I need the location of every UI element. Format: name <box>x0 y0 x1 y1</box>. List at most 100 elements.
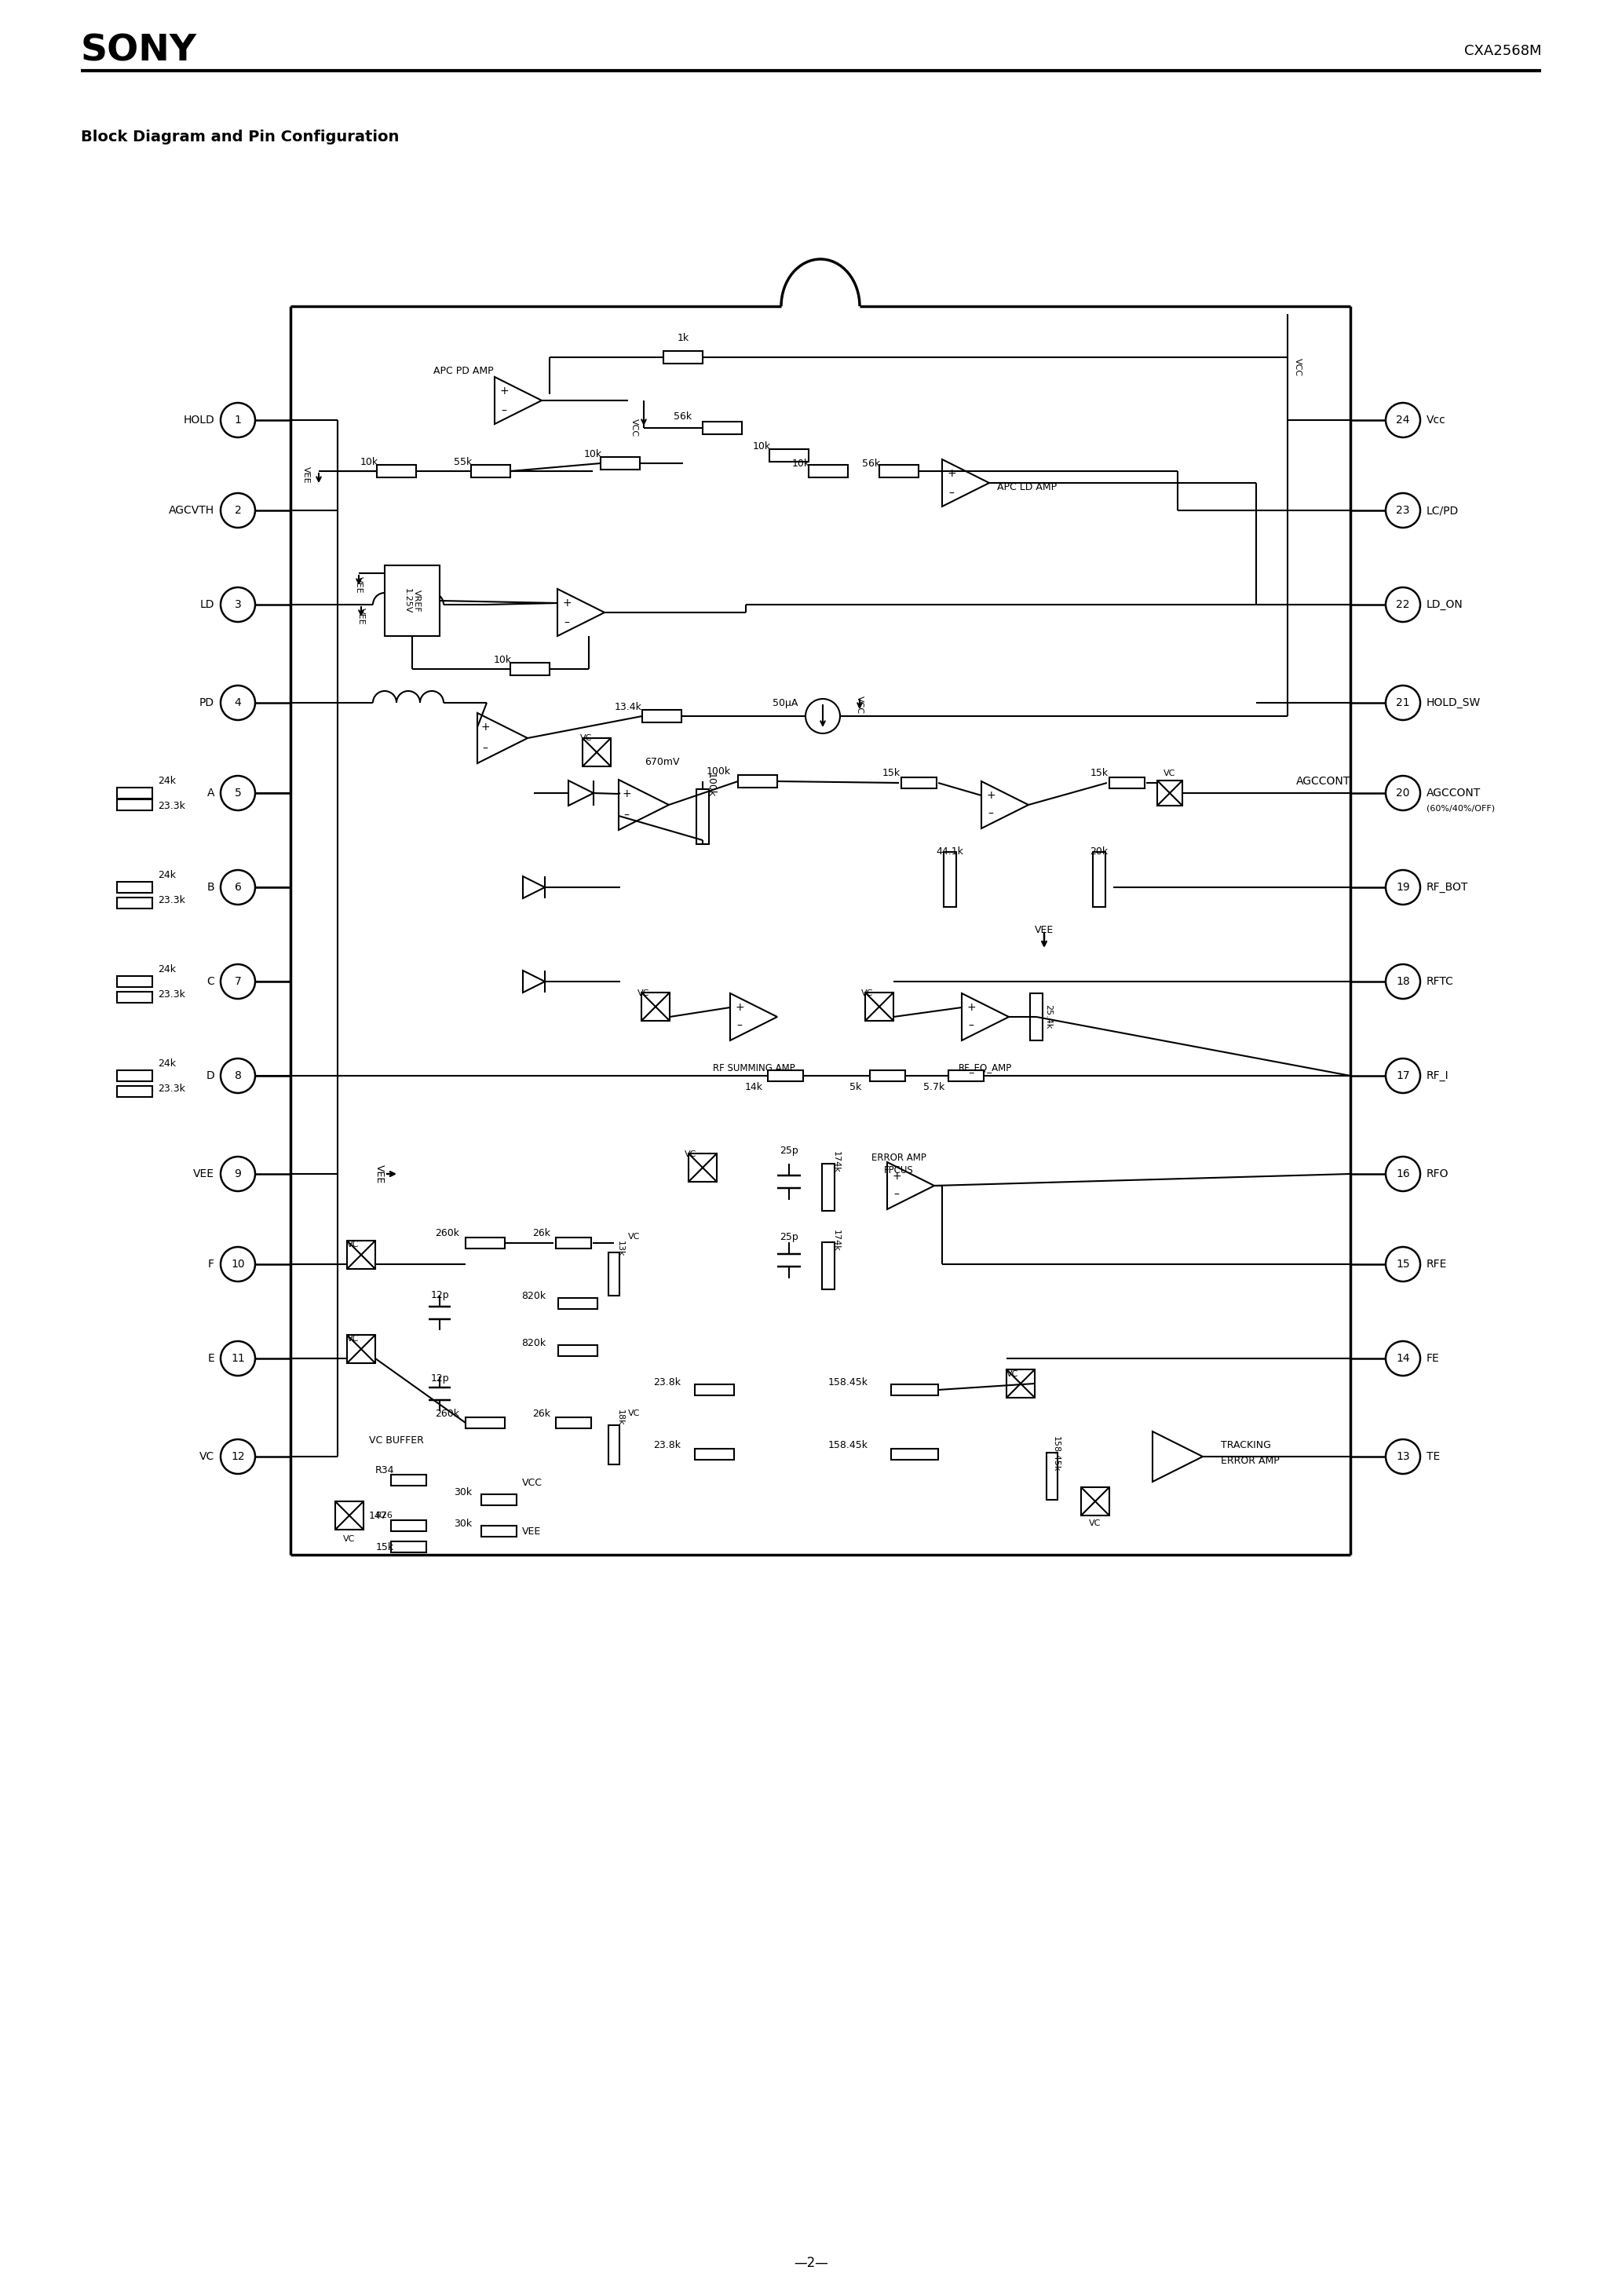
Text: Block Diagram and Pin Configuration: Block Diagram and Pin Configuration <box>81 131 399 145</box>
Circle shape <box>1385 1247 1421 1281</box>
Bar <box>1082 1488 1109 1515</box>
Text: VC: VC <box>861 990 874 996</box>
Circle shape <box>221 494 255 528</box>
Text: TRACKING: TRACKING <box>1221 1440 1272 1449</box>
Text: 23.3k: 23.3k <box>157 895 185 905</box>
Bar <box>641 992 670 1022</box>
Text: 56k: 56k <box>675 411 693 420</box>
Text: 23.3k: 23.3k <box>157 1084 185 1093</box>
Text: F: F <box>208 1258 214 1270</box>
Bar <box>347 1240 375 1270</box>
Circle shape <box>221 776 255 810</box>
Bar <box>642 709 681 723</box>
Text: 260k: 260k <box>435 1228 459 1238</box>
Bar <box>694 1384 735 1396</box>
Polygon shape <box>730 994 777 1040</box>
Text: –: – <box>949 489 954 501</box>
Bar <box>822 1242 835 1290</box>
Text: 20k: 20k <box>1090 847 1108 856</box>
Text: RFO: RFO <box>1426 1169 1448 1180</box>
Text: VC: VC <box>628 1233 641 1240</box>
Text: CXA2568M: CXA2568M <box>1463 44 1541 57</box>
Bar <box>944 852 957 907</box>
Circle shape <box>1385 1157 1421 1192</box>
Text: +: + <box>947 468 955 480</box>
Text: 12: 12 <box>230 1451 245 1463</box>
Bar <box>558 1297 597 1309</box>
Text: 10k: 10k <box>493 654 511 666</box>
Text: B: B <box>206 882 214 893</box>
Polygon shape <box>1153 1430 1204 1481</box>
Bar <box>608 1426 620 1465</box>
Bar <box>511 664 550 675</box>
Text: +: + <box>500 386 509 397</box>
Text: 56k: 56k <box>863 459 881 468</box>
Text: 25p: 25p <box>780 1146 798 1155</box>
Text: 10k: 10k <box>792 459 809 468</box>
Circle shape <box>1385 588 1421 622</box>
Bar <box>391 1541 427 1552</box>
Text: VEE: VEE <box>193 1169 214 1180</box>
Text: +: + <box>735 1001 744 1013</box>
Bar <box>869 1070 905 1081</box>
Text: VEE: VEE <box>375 1164 384 1182</box>
Text: SONY: SONY <box>81 34 196 69</box>
Circle shape <box>1385 494 1421 528</box>
Text: 13k: 13k <box>616 1240 624 1256</box>
Bar <box>555 1417 590 1428</box>
Text: +: + <box>892 1171 902 1182</box>
Text: 24: 24 <box>1397 416 1410 425</box>
Bar <box>767 1070 803 1081</box>
Text: VEE: VEE <box>357 608 365 625</box>
Bar <box>890 1449 938 1460</box>
Text: R26: R26 <box>376 1511 393 1520</box>
Text: +: + <box>986 790 996 801</box>
Text: ERROR AMP: ERROR AMP <box>1221 1456 1280 1465</box>
Polygon shape <box>887 1162 934 1210</box>
Circle shape <box>221 402 255 436</box>
Bar <box>865 992 894 1022</box>
Text: 13.4k: 13.4k <box>615 703 642 712</box>
Circle shape <box>1385 1058 1421 1093</box>
Text: 174k: 174k <box>832 1150 840 1173</box>
Circle shape <box>221 1440 255 1474</box>
Text: 12p: 12p <box>430 1373 449 1382</box>
Text: 260k: 260k <box>435 1407 459 1419</box>
Text: –: – <box>501 406 506 418</box>
Text: 5k: 5k <box>850 1081 861 1093</box>
Bar <box>117 992 152 1003</box>
Polygon shape <box>495 377 542 425</box>
Bar <box>1109 778 1144 788</box>
Text: VEE: VEE <box>522 1527 542 1536</box>
Bar <box>688 1153 717 1182</box>
Text: 3: 3 <box>235 599 242 611</box>
Text: 26k: 26k <box>532 1228 551 1238</box>
Bar <box>769 450 809 461</box>
Text: RF_EQ_AMP: RF_EQ_AMP <box>959 1063 1012 1072</box>
Polygon shape <box>568 781 594 806</box>
Polygon shape <box>981 781 1028 829</box>
Text: 158.45k: 158.45k <box>1053 1437 1059 1472</box>
Text: 13: 13 <box>1397 1451 1410 1463</box>
Text: VC: VC <box>200 1451 214 1463</box>
Bar <box>336 1502 363 1529</box>
Text: 17: 17 <box>1397 1070 1410 1081</box>
Bar <box>879 464 918 478</box>
Text: 10k: 10k <box>360 457 378 466</box>
Text: 21: 21 <box>1397 698 1410 707</box>
Text: D: D <box>206 1070 214 1081</box>
Text: 26k: 26k <box>532 1407 551 1419</box>
Text: 10: 10 <box>230 1258 245 1270</box>
Text: VCC: VCC <box>1294 358 1302 377</box>
Circle shape <box>1385 1341 1421 1375</box>
Bar <box>1093 852 1106 907</box>
Bar <box>466 1238 504 1249</box>
Bar <box>376 464 417 478</box>
Bar <box>555 1238 590 1249</box>
Text: 55k: 55k <box>454 457 472 466</box>
Bar <box>947 1070 983 1081</box>
Circle shape <box>221 588 255 622</box>
Bar <box>391 1520 427 1531</box>
Circle shape <box>1385 776 1421 810</box>
Text: 8: 8 <box>235 1070 242 1081</box>
